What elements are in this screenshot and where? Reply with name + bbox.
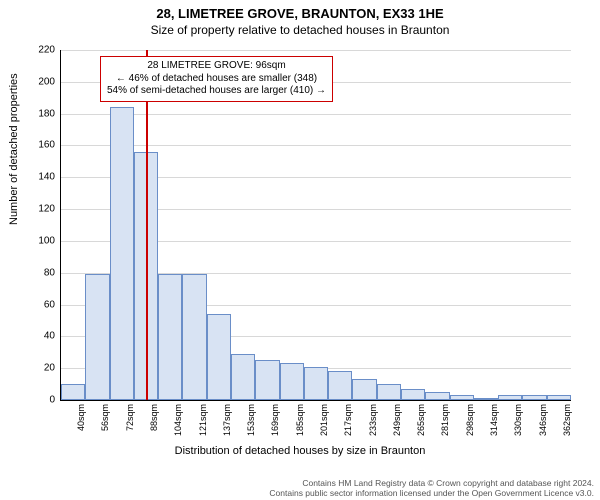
histogram-bar — [158, 274, 182, 400]
histogram-bar — [547, 395, 571, 400]
annotation-line3: 54% of semi-detached houses are larger (… — [107, 85, 326, 98]
y-tick-label: 160 — [15, 140, 55, 151]
x-tick-label: 314sqm — [489, 404, 499, 436]
plot-region: 02040608010012014016018020022040sqm56sqm… — [60, 50, 571, 401]
histogram-bar — [304, 367, 328, 400]
y-tick-label: 180 — [15, 108, 55, 119]
x-tick-label: 88sqm — [149, 404, 159, 431]
x-axis-label: Distribution of detached houses by size … — [0, 445, 600, 457]
x-tick-label: 233sqm — [368, 404, 378, 436]
histogram-bar — [255, 360, 279, 400]
y-tick-label: 220 — [15, 45, 55, 56]
x-tick-label: 249sqm — [392, 404, 402, 436]
histogram-bar — [425, 392, 449, 400]
property-marker-line — [146, 50, 148, 400]
y-tick-label: 0 — [15, 395, 55, 406]
histogram-bar — [352, 379, 376, 400]
histogram-bar — [522, 395, 546, 400]
y-tick-label: 100 — [15, 235, 55, 246]
x-tick-label: 153sqm — [246, 404, 256, 436]
histogram-bar — [61, 384, 85, 400]
x-tick-label: 362sqm — [562, 404, 572, 436]
histogram-bar — [110, 107, 134, 400]
chart-title-sub: Size of property relative to detached ho… — [0, 21, 600, 37]
chart-area: 02040608010012014016018020022040sqm56sqm… — [60, 50, 570, 400]
y-tick-label: 120 — [15, 204, 55, 215]
histogram-bar — [280, 363, 304, 400]
x-tick-label: 217sqm — [343, 404, 353, 436]
histogram-bar — [498, 395, 522, 400]
histogram-bar — [231, 354, 255, 400]
gridline — [61, 114, 571, 115]
histogram-bar — [85, 274, 109, 400]
x-tick-label: 298sqm — [465, 404, 475, 436]
footer-attribution: Contains HM Land Registry data © Crown c… — [269, 478, 594, 498]
y-tick-label: 40 — [15, 331, 55, 342]
x-tick-label: 185sqm — [295, 404, 305, 436]
x-tick-label: 56sqm — [100, 404, 110, 431]
footer-line1: Contains HM Land Registry data © Crown c… — [269, 478, 594, 488]
y-tick-label: 60 — [15, 299, 55, 310]
x-tick-label: 330sqm — [513, 404, 523, 436]
annotation-line1: 28 LIMETREE GROVE: 96sqm — [107, 60, 326, 73]
footer-line2: Contains public sector information licen… — [269, 488, 594, 498]
histogram-bar — [182, 274, 206, 400]
histogram-bar — [328, 371, 352, 400]
histogram-bar — [450, 395, 474, 400]
x-tick-label: 104sqm — [173, 404, 183, 436]
y-tick-label: 80 — [15, 267, 55, 278]
histogram-bar — [207, 314, 231, 400]
gridline — [61, 50, 571, 51]
x-tick-label: 121sqm — [198, 404, 208, 436]
chart-title-main: 28, LIMETREE GROVE, BRAUNTON, EX33 1HE — [0, 0, 600, 21]
annotation-line2: ← 46% of detached houses are smaller (34… — [107, 73, 326, 86]
histogram-bar — [474, 398, 498, 400]
x-tick-label: 201sqm — [319, 404, 329, 436]
x-tick-label: 137sqm — [222, 404, 232, 436]
y-tick-label: 20 — [15, 363, 55, 374]
histogram-bar — [401, 389, 425, 400]
annotation-box: 28 LIMETREE GROVE: 96sqm ← 46% of detach… — [100, 56, 333, 102]
x-tick-label: 346sqm — [538, 404, 548, 436]
x-tick-label: 169sqm — [270, 404, 280, 436]
x-tick-label: 265sqm — [416, 404, 426, 436]
x-tick-label: 40sqm — [76, 404, 86, 431]
y-tick-label: 140 — [15, 172, 55, 183]
histogram-bar — [377, 384, 401, 400]
y-tick-label: 200 — [15, 76, 55, 87]
x-tick-label: 72sqm — [125, 404, 135, 431]
x-tick-label: 281sqm — [440, 404, 450, 436]
gridline — [61, 145, 571, 146]
